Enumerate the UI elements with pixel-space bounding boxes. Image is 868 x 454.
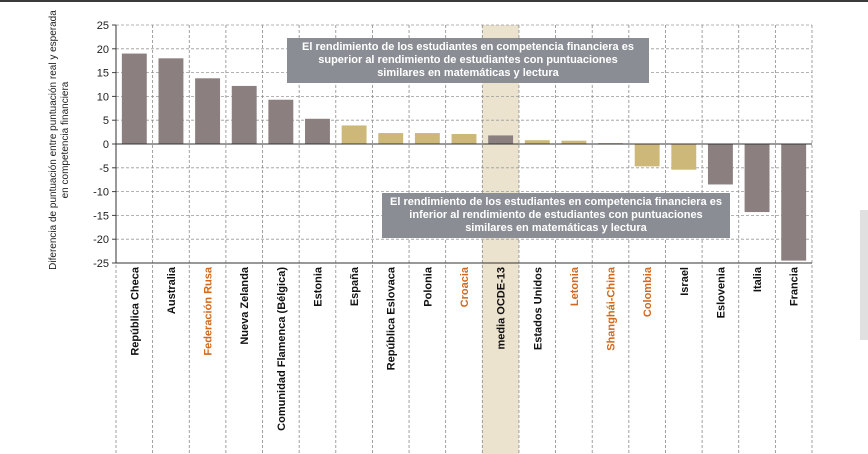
bar xyxy=(414,133,440,144)
category-label: Israel xyxy=(679,267,691,296)
bar xyxy=(341,125,367,144)
bar xyxy=(671,144,697,170)
y-axis-label: Diferencia de puntuación entre puntuació… xyxy=(48,10,71,270)
bar xyxy=(305,118,330,144)
category-label: Italia xyxy=(752,266,764,292)
category-label: Francia xyxy=(789,266,801,306)
y-tick-label: -20 xyxy=(93,234,109,246)
bar xyxy=(524,140,550,144)
bar xyxy=(488,135,514,144)
category-label: media OCDE-13 xyxy=(496,267,508,350)
category-label: República Eslovaca xyxy=(386,266,398,370)
y-tick-label: 25 xyxy=(97,20,109,32)
category-label: República Checa xyxy=(129,266,141,356)
bar xyxy=(781,144,807,261)
bar xyxy=(231,85,257,144)
bar xyxy=(634,144,660,167)
bar xyxy=(744,144,770,213)
y-tick-label: -5 xyxy=(99,163,109,175)
category-label: España xyxy=(349,266,361,306)
category-label: Croacia xyxy=(459,266,471,307)
category-label: Letonia xyxy=(569,266,581,306)
y-tick-label: -10 xyxy=(93,187,109,199)
bar xyxy=(707,144,733,185)
category-label: Eslovenia xyxy=(715,266,727,318)
side-strip xyxy=(860,210,868,340)
category-label: Nueva Zelanda xyxy=(239,266,251,345)
y-tick-label: 0 xyxy=(103,139,109,151)
y-tick-label: 5 xyxy=(103,115,109,127)
y-tick-label: 15 xyxy=(97,68,109,80)
category-label: Polonia xyxy=(422,266,434,307)
bar xyxy=(195,78,221,144)
y-tick-label: 20 xyxy=(97,44,109,56)
annotation-below: El rendimiento de los estudiantes en com… xyxy=(382,193,730,238)
bar xyxy=(451,134,477,144)
category-label: Australia xyxy=(166,266,178,314)
category-label: Colombia xyxy=(642,266,654,317)
category-label: Estonia xyxy=(312,266,324,307)
bar xyxy=(158,58,184,144)
y-tick-label: 10 xyxy=(97,91,109,103)
annotation-above: El rendimiento de los estudiantes en com… xyxy=(287,38,649,83)
y-tick-label: -15 xyxy=(93,210,109,222)
bar xyxy=(268,99,294,144)
category-label: Comunidad Flamenca (Bélgica) xyxy=(276,267,288,431)
y-tick-label: -25 xyxy=(93,258,109,270)
category-label: Estados Unidos xyxy=(532,267,544,350)
bar xyxy=(121,53,147,145)
bar xyxy=(378,133,404,144)
bar xyxy=(561,140,587,144)
category-label: Federación Rusa xyxy=(203,266,215,356)
top-rule xyxy=(0,0,868,2)
category-label: Shanghái-China xyxy=(606,266,618,351)
